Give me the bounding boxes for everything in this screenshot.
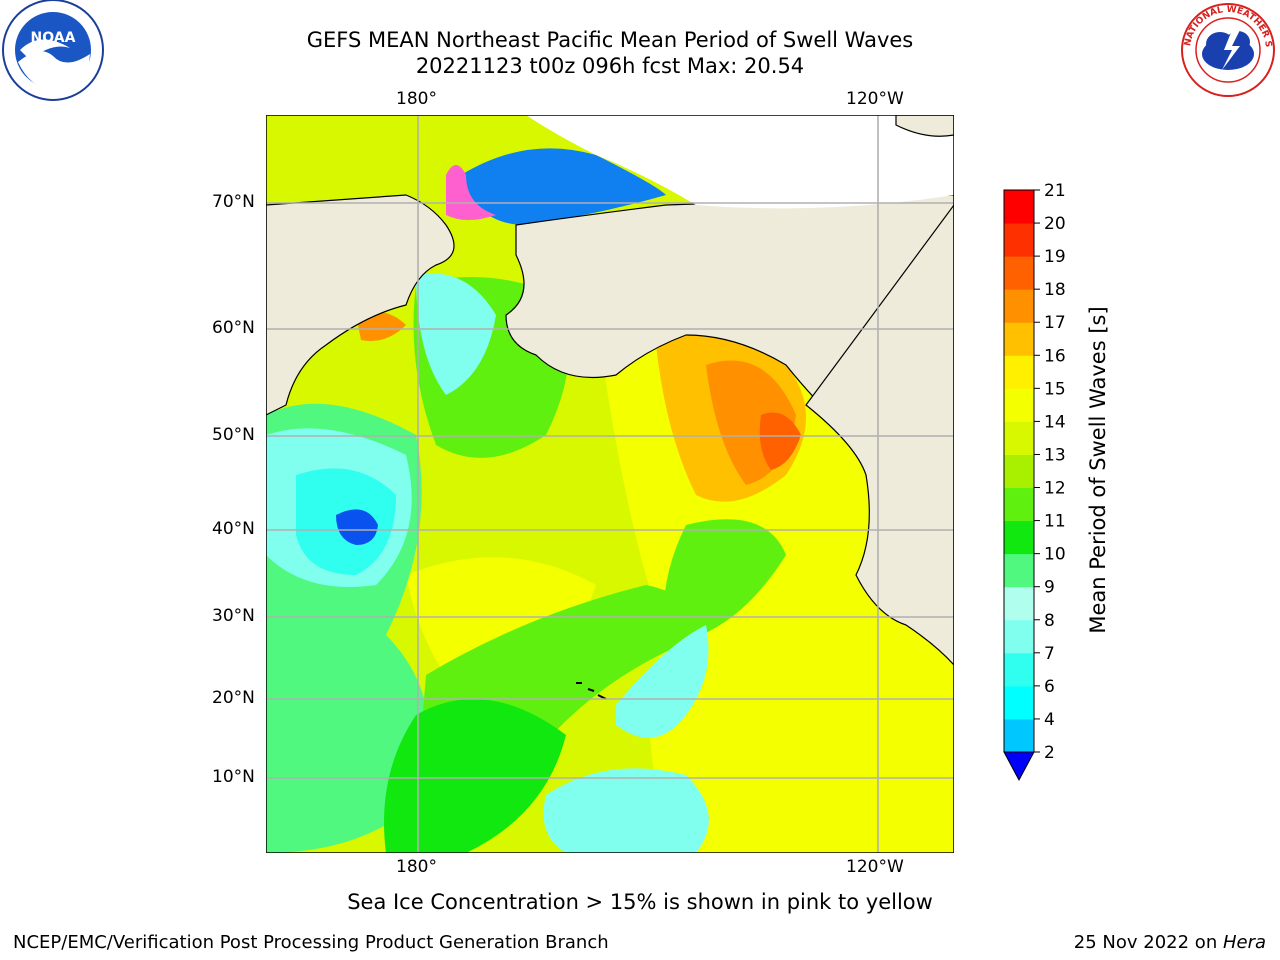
colorbar-segment [1004, 553, 1034, 588]
colorbar: 2 4 6 7 8 9 10 11 12 13 14 15 16 17 18 19 20 21 [1003, 181, 1066, 782]
sea-ice-caption: Sea Ice Concentration > 15% is shown in … [347, 890, 933, 914]
colorbar-tick-label: 17 [1044, 313, 1066, 333]
colorbar-segment [1004, 718, 1034, 753]
colorbar-segment [1004, 421, 1034, 455]
field-cyan-hawaii [616, 625, 709, 738]
field-green-south [384, 699, 566, 853]
colorbar-frame [1003, 189, 1035, 753]
land-arctic-top [526, 115, 954, 209]
lat-label-40n: 40°N [212, 519, 255, 539]
colorbar-segment [1004, 190, 1034, 224]
field-cyan-north [416, 273, 496, 395]
colorbar-under-arrow [1003, 751, 1035, 782]
noaa-logo: NOAA [2, 0, 104, 101]
colorbar-tick-label: 14 [1044, 412, 1066, 432]
field-blue-core [336, 509, 378, 545]
footer-date: 25 Nov 2022 on Hera [1074, 932, 1266, 953]
colorbar-tick-label: 18 [1044, 280, 1066, 300]
colorbar-title: Mean Period of Swell Waves [s] [1086, 306, 1110, 634]
lon-label-bottom-180: 180° [396, 857, 437, 877]
colorbar-tick-label: 20 [1044, 214, 1066, 234]
colorbar-tick-label: 9 [1044, 578, 1055, 598]
footer-machine: Hera [1222, 932, 1266, 953]
colorbar-segment [1004, 652, 1034, 687]
map-gridlines [266, 115, 954, 853]
colorbar-segment [1004, 685, 1034, 720]
colorbar-segment [1004, 223, 1034, 257]
colorbar-segment [1004, 487, 1034, 522]
lat-label-70n: 70°N [212, 192, 255, 212]
land-asia [266, 194, 455, 416]
colorbar-tick-label: 7 [1044, 644, 1055, 664]
colorbar-segment [1004, 619, 1034, 654]
field-green-mid [663, 519, 786, 645]
colorbar-tick-label: 4 [1044, 710, 1055, 730]
colorbar-tick-label: 16 [1044, 346, 1066, 366]
colorbar-tick-label: 19 [1044, 247, 1066, 267]
lat-label-10n: 10°N [212, 767, 255, 787]
colorbar-segment [1004, 388, 1034, 422]
nws-logo: NATIONAL WEATHER SERVICE [1176, 0, 1275, 97]
colorbar-tick-label: 15 [1044, 379, 1066, 399]
colorbar-tick-label: 11 [1044, 512, 1066, 532]
colorbar-segment [1004, 355, 1034, 389]
colorbar-tick-label: 2 [1044, 743, 1055, 763]
field-arctic-blue [461, 148, 666, 225]
chart-title: GEFS MEAN Northeast Pacific Mean Period … [306, 28, 914, 52]
colorbar-tick-label: 8 [1044, 611, 1055, 631]
lon-label-top-180: 180° [396, 89, 437, 109]
footer-date-text: 25 Nov 2022 on [1073, 932, 1223, 953]
colorbar-segment [1004, 586, 1034, 621]
colorbar-segment [1004, 256, 1034, 290]
field-cyan-south [543, 768, 709, 853]
colorbar-tick-label: 10 [1044, 545, 1066, 565]
colorbar-tick-label: 13 [1044, 445, 1066, 465]
land-na-coast [805, 203, 954, 666]
colorbar-segment [1004, 322, 1034, 356]
lat-label-60n: 60°N [212, 318, 255, 338]
footer-credit: NCEP/EMC/Verification Post Processing Pr… [13, 932, 609, 953]
lat-label-50n: 50°N [212, 425, 255, 445]
colorbar-segment [1004, 520, 1034, 555]
swell-period-map [266, 115, 954, 853]
colorbar-segment [1004, 454, 1034, 489]
field-ice-pink [446, 165, 496, 220]
colorbar-tick-label: 21 [1044, 181, 1066, 201]
field-redorange-core [759, 412, 801, 470]
lat-label-30n: 30°N [212, 606, 255, 626]
noaa-logo-text: NOAA [31, 30, 76, 46]
colorbar-tick-label: 12 [1044, 479, 1066, 499]
lat-label-20n: 20°N [212, 688, 255, 708]
colorbar-tick-label: 6 [1044, 677, 1055, 697]
lon-label-bottom-120w: 120°W [846, 857, 904, 877]
chart-subtitle: 20221123 t00z 096h fcst Max: 20.54 [415, 54, 805, 78]
colorbar-segment [1004, 289, 1034, 323]
lon-label-top-120w: 120°W [846, 89, 904, 109]
